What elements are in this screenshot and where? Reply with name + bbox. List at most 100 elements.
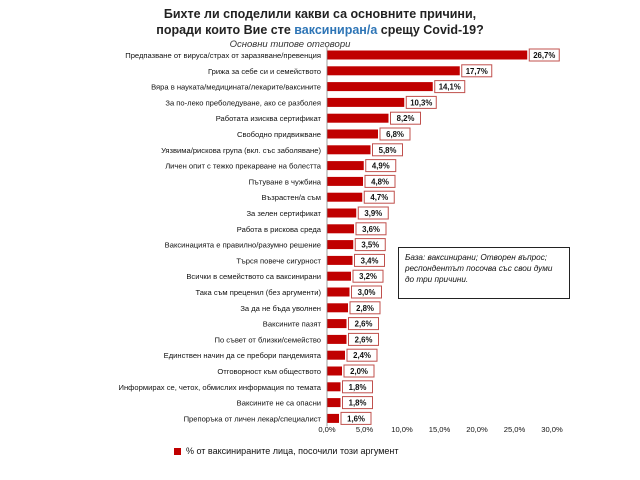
category-label: Всички в семейството са ваксинирани <box>186 272 321 281</box>
legend-swatch <box>174 447 181 455</box>
bar <box>327 413 339 423</box>
data-label: 2,8% <box>356 304 374 313</box>
data-label-box <box>348 317 379 331</box>
x-tick-label: 5,0% <box>356 425 374 434</box>
bar <box>327 97 405 107</box>
category-label: Вяра в науката/медицината/лекарите/вакси… <box>151 83 321 92</box>
category-label: Ваксините пазят <box>263 320 322 329</box>
data-label-box <box>379 127 411 141</box>
data-label-box <box>342 396 373 410</box>
data-label: 3,2% <box>359 272 377 281</box>
category-label: Грижа за себе си и семейството <box>208 67 321 76</box>
data-label: 17,7% <box>466 67 488 76</box>
data-label: 10,3% <box>410 98 432 107</box>
category-label: Личен опит с тежко прекарване на болестт… <box>165 162 322 171</box>
data-label: 2,6% <box>355 320 373 329</box>
data-label-box <box>434 80 466 94</box>
title-line2-pre: поради които Вие сте <box>156 23 291 37</box>
data-label-box <box>390 111 421 125</box>
data-label: 3,6% <box>362 225 380 234</box>
chart-title-line2: поради които Вие сте ваксиниран/а срещу … <box>0 22 640 38</box>
data-label-box <box>528 48 560 62</box>
data-label-box <box>343 364 375 378</box>
data-label: 1,6% <box>347 414 365 423</box>
data-label-box <box>354 238 386 252</box>
data-label: 3,5% <box>361 241 379 250</box>
data-label-box <box>355 222 387 236</box>
data-label: 26,7% <box>533 51 555 60</box>
category-label: Пътуване в чужбина <box>249 177 322 186</box>
category-label: Така съм преценил (без аргументи) <box>196 288 322 297</box>
category-label: Отговорност към обществото <box>217 367 321 376</box>
category-label: Ваксините не са опасни <box>237 399 321 408</box>
bar <box>327 176 363 186</box>
bar <box>327 398 341 408</box>
bar <box>327 145 371 155</box>
data-label: 14,1% <box>439 83 461 92</box>
category-label: Препоръка от личен лекар/специалист <box>184 414 322 423</box>
bar <box>327 271 351 281</box>
bar <box>327 366 342 376</box>
x-tick-label: 30,0% <box>541 425 563 434</box>
chart-subtitle: Основни типове отговори <box>229 39 351 50</box>
bar <box>327 113 389 123</box>
data-label: 2,6% <box>355 335 373 344</box>
title-line2-post: срещу Covid-19? <box>380 23 484 37</box>
bar <box>327 382 341 392</box>
bar <box>327 240 354 250</box>
data-label: 1,8% <box>349 383 367 392</box>
data-label-box <box>346 348 378 362</box>
bar <box>327 303 348 313</box>
data-label: 4,9% <box>372 162 390 171</box>
data-label: 8,2% <box>397 114 415 123</box>
title-line2-highlight: ваксиниран/а <box>294 23 378 37</box>
data-label-box <box>357 206 389 220</box>
bar <box>327 224 354 234</box>
data-label-box <box>342 380 373 394</box>
data-label: 3,9% <box>364 209 382 218</box>
bar <box>327 129 378 139</box>
data-label: 2,0% <box>350 367 368 376</box>
data-label-box <box>363 190 395 204</box>
x-tick-label: 0,0% <box>318 425 336 434</box>
data-label-box <box>352 269 384 283</box>
data-label-box <box>349 301 381 315</box>
legend-label: % от ваксинираните лица, посочили този а… <box>186 446 399 456</box>
chart-title-line1: Бихте ли споделили какви са основните пр… <box>163 7 477 21</box>
data-label: 4,7% <box>370 193 388 202</box>
category-label: Работа в рискова среда <box>237 225 322 234</box>
bar <box>327 255 353 265</box>
bar <box>327 334 347 344</box>
category-label: За да не бъда уволнен <box>240 304 321 313</box>
category-label: Работата изисква сертификат <box>216 114 322 123</box>
x-tick-label: 10,0% <box>391 425 413 434</box>
data-label-box <box>354 253 385 267</box>
x-tick-label: 20,0% <box>466 425 488 434</box>
data-label-box <box>365 159 397 173</box>
bar <box>327 208 357 218</box>
data-label: 2,4% <box>353 351 371 360</box>
data-label: 3,4% <box>361 256 379 265</box>
legend: % от ваксинираните лица, посочили този а… <box>174 446 399 456</box>
bar <box>327 66 460 76</box>
category-label: Търся повече сигурност <box>236 256 321 265</box>
bar <box>327 192 363 202</box>
bar <box>327 161 364 171</box>
data-label: 5,8% <box>379 146 397 155</box>
bar <box>327 287 350 297</box>
data-label: 4,8% <box>371 177 389 186</box>
category-label: Възрастен/а съм <box>261 193 321 202</box>
category-label: Единствен начин да се пребори пандемията <box>164 351 322 360</box>
data-label: 3,0% <box>358 288 376 297</box>
category-label: Уязвима/рискова група (вкл. със заболява… <box>161 146 321 155</box>
base-note: База: ваксинирани; Отворен въпрос; респо… <box>398 247 570 299</box>
category-label: Предпазване от вируса/страх от заразяван… <box>125 51 321 60</box>
x-tick-label: 15,0% <box>429 425 451 434</box>
category-label: По съвет от близки/семейство <box>215 335 321 344</box>
data-label-box <box>351 285 382 299</box>
category-label: За зелен сертификат <box>246 209 321 218</box>
category-label: Ваксинацията е правилно/разумно решение <box>165 241 321 250</box>
data-label: 6,8% <box>386 130 404 139</box>
bar <box>327 350 345 360</box>
